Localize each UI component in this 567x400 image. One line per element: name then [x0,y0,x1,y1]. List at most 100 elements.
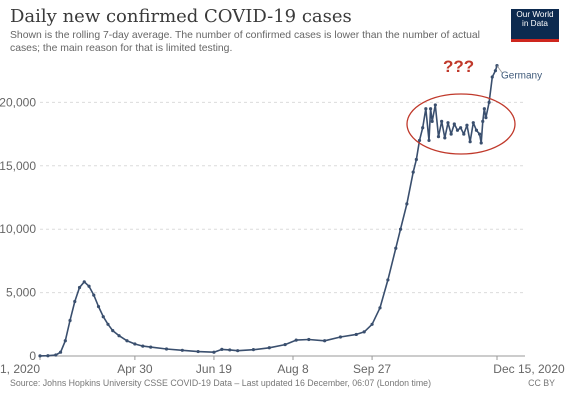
data-point [411,170,415,174]
data-point [68,318,72,323]
data-point [54,353,58,357]
y-tick-label: 0 [29,349,36,363]
x-tick-label: Mar 1, 2020 [0,362,40,376]
data-point [220,347,224,352]
data-point [398,227,403,231]
data-point [427,138,431,143]
data-point [196,349,200,354]
x-tick-label: Apr 30 [117,362,153,376]
data-point [386,278,390,282]
y-tick-label: 5,000 [6,286,36,300]
data-point [459,126,463,130]
chart-title: Daily new confirmed COVID-19 cases [10,6,352,27]
x-tick-label: Aug 8 [277,362,309,376]
data-point [354,332,358,337]
data-point [479,141,483,145]
data-point [362,330,366,334]
data-point [484,116,488,120]
data-point [267,346,271,350]
data-point [468,140,472,144]
data-point [455,128,460,132]
x-tick-label: Jun 19 [196,362,232,376]
data-point [482,107,486,111]
data-point [323,339,327,343]
data-point [111,329,115,333]
y-tick-label: 15,000 [0,159,36,173]
data-point [405,202,409,206]
data-point [180,348,184,352]
data-point [63,339,67,343]
data-point [338,335,343,339]
data-point [474,128,479,132]
logo-line-2: in Data [522,19,548,29]
annotations: ??? [406,57,516,155]
data-point [82,280,86,284]
logo-line-1: Our World [516,10,554,19]
data-point [462,132,466,136]
data-point [92,293,96,297]
data-point [493,69,498,73]
data-point [417,138,422,143]
annotation-text: ??? [443,57,474,76]
license-link[interactable]: CC BY [528,378,555,388]
annotation-ellipse [406,93,516,155]
data-point [117,334,121,338]
data-point [125,339,129,343]
data-point [38,354,42,358]
data-point [487,100,491,104]
data-point [443,136,447,140]
data-point [141,344,145,348]
data-point [421,126,425,130]
data-point [96,304,101,309]
data-point [58,350,63,354]
data-point [46,354,50,358]
data-point [424,107,428,111]
data-point [490,75,494,79]
series-germany: Germany [38,64,542,358]
data-point [433,103,437,107]
data-point [164,347,169,351]
owid-logo[interactable]: Our World in Data [511,9,559,42]
data-point [370,322,374,326]
series-label-germany: Germany [501,71,542,82]
data-point [101,315,105,319]
data-point [87,284,91,288]
data-point [212,350,216,354]
y-axis-ticks: 0 5,000 10,000 15,000 20,000 [0,95,36,363]
data-point [236,349,240,353]
data-point [414,157,418,162]
data-point [452,122,456,126]
data-point [436,135,441,139]
data-point [133,342,137,346]
data-point [430,119,434,124]
data-point [307,337,311,342]
y-tick-label: 10,000 [0,222,36,236]
source-note: Source: Johns Hopkins University CSSE CO… [10,378,432,388]
data-point [465,123,469,127]
data-point [428,107,433,111]
x-axis-ticks: Mar 1, 2020 Apr 30 Jun 19 Aug 8 Sep 27 Dec 15… [0,356,565,376]
x-tick-label: Dec 15, 2020 [493,362,565,376]
data-point [471,121,475,125]
data-point [481,119,485,124]
series-line [39,65,498,357]
data-point [77,285,82,290]
data-point [283,342,287,347]
y-tick-label: 20,000 [0,95,36,109]
data-point [449,132,453,136]
series-label-leader [496,65,503,73]
data-point [251,348,256,352]
data-point [228,348,232,352]
data-point [294,338,298,342]
chart-subtitle: Shown is the rolling 7-day average. The … [10,30,480,54]
data-point [394,246,398,250]
data-point [149,345,153,349]
data-point [378,306,382,310]
data-point [446,121,450,125]
data-point [106,322,110,326]
data-point [478,132,482,136]
x-tick-label: Sep 27 [353,362,391,376]
gridlines [40,101,525,357]
data-point [73,299,77,304]
